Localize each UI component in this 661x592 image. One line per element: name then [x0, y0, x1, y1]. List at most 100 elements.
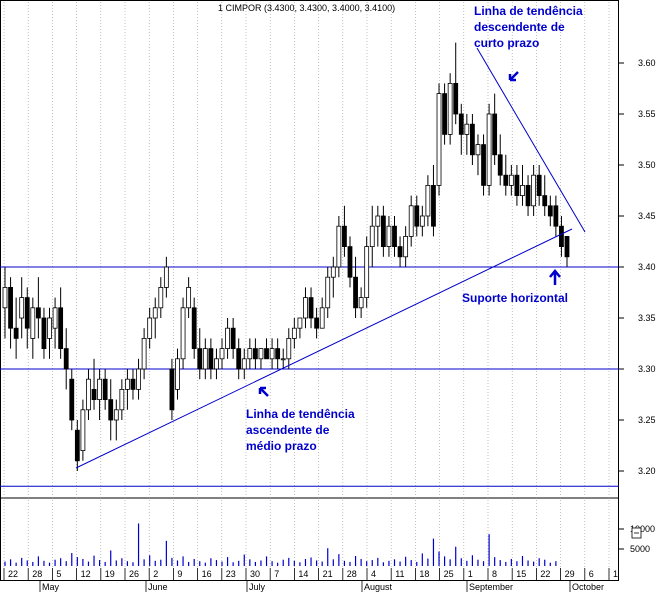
x-tick-label: 1 — [468, 569, 473, 579]
candle-body — [141, 337, 147, 370]
arrow-medium-trend-icon — [258, 386, 269, 397]
candle-body — [286, 337, 292, 360]
candle-body — [13, 327, 19, 339]
month-label: September — [469, 582, 513, 592]
month-labels: May June July August September October — [39, 580, 604, 592]
candle-body — [397, 246, 403, 258]
x-tick-label: 21 — [323, 569, 333, 579]
candle-body — [414, 205, 420, 227]
volume-bars — [4, 523, 557, 566]
candle-body — [464, 123, 470, 135]
candle-body — [364, 246, 370, 299]
horizontal-reference-lines — [0, 266, 619, 487]
candle-body — [447, 83, 453, 135]
candle-body — [347, 246, 353, 278]
x-tick-label: 25 — [444, 569, 454, 579]
x-tick-label: 19 — [105, 569, 115, 579]
candle-body — [264, 348, 269, 360]
chart-title: 1 CIMPOR (3.4300, 3.4300, 3.4000, 3.4100… — [218, 3, 395, 13]
y-tick-label: 3.20 — [638, 466, 656, 476]
x-tick-label: 2 — [153, 569, 158, 579]
x-tick-label: 4 — [371, 569, 376, 579]
y-tick-label: 3.60 — [638, 58, 656, 68]
candle-body — [308, 297, 314, 319]
candle-body — [147, 317, 153, 339]
candle-body — [275, 348, 281, 360]
candle-body — [492, 113, 498, 156]
candle-body — [386, 225, 392, 247]
candle-body — [559, 225, 564, 247]
x-tick-label: 5 — [56, 569, 61, 579]
candle-body — [553, 205, 559, 227]
candle-body — [358, 297, 364, 309]
candle-body — [442, 93, 447, 135]
arrow-short-trend-icon — [508, 71, 519, 82]
candle-body — [136, 368, 141, 390]
candle-body — [458, 113, 464, 135]
candle-body — [258, 348, 264, 360]
candle-body — [280, 358, 286, 361]
candle-body — [108, 399, 114, 421]
candle-body — [113, 409, 119, 421]
candle-body — [175, 358, 180, 390]
candle-body — [19, 297, 25, 319]
candle-body — [536, 174, 542, 196]
x-tick-label: 7 — [274, 569, 279, 579]
candle-body — [525, 184, 531, 207]
candle-body — [197, 348, 203, 370]
candle-body — [375, 215, 381, 227]
x-tick-label: 1 — [613, 569, 618, 579]
arrow-support-icon — [549, 269, 561, 285]
candle-body — [380, 215, 386, 248]
y-tick-label: 3.50 — [638, 160, 656, 170]
candle-body — [330, 266, 336, 278]
candle-body — [97, 378, 102, 401]
candle-body — [503, 174, 509, 186]
candle-body — [214, 358, 219, 370]
annotation-support: Suporte horizontal — [462, 291, 568, 305]
candle-body — [303, 297, 308, 319]
candle-body — [252, 348, 258, 360]
candle-body — [481, 144, 486, 186]
candle-body — [169, 368, 175, 411]
candle-body — [24, 297, 30, 329]
candle-body — [486, 113, 492, 186]
candle-body — [431, 184, 436, 227]
candle-body — [508, 174, 514, 186]
month-label: June — [148, 582, 168, 592]
annotation-medium-trend-line3: médio prazo — [246, 439, 317, 453]
candle-body — [91, 388, 97, 400]
candle-body — [180, 307, 186, 360]
candle-body — [202, 348, 208, 370]
candle-body — [125, 378, 130, 390]
y-tick-label: 3.40 — [638, 262, 656, 272]
x-tick-label: 30 — [250, 569, 260, 579]
candle-body — [41, 317, 47, 350]
candle-body — [186, 286, 192, 309]
candle-body — [35, 307, 41, 319]
candle-body — [453, 83, 459, 115]
y-tick-label: 3.30 — [638, 364, 656, 374]
volume-tick-label: 5000 — [630, 544, 650, 554]
candle-body — [225, 327, 230, 350]
candle-body — [542, 195, 548, 207]
candle-body — [336, 225, 342, 268]
x-tick-label: 28 — [347, 569, 357, 579]
candle-body — [130, 378, 136, 390]
x-tick-label: 23 — [226, 569, 236, 579]
x-tick-label: 26 — [129, 569, 139, 579]
candle-body — [47, 317, 52, 339]
y-tick-label: 3.55 — [638, 109, 656, 119]
medium-term-ascending-trendline — [75, 228, 573, 469]
candle-body — [247, 348, 253, 360]
candle-body — [236, 348, 242, 370]
month-label: July — [249, 582, 266, 592]
scroll-icon[interactable] — [631, 527, 642, 539]
volume-tick-label: 10000 — [630, 524, 655, 534]
x-tick-label: 16 — [202, 569, 212, 579]
candle-body — [63, 348, 69, 370]
x-tick-label: 8 — [492, 569, 497, 579]
candle-body — [69, 378, 75, 421]
candle-body — [102, 378, 108, 401]
